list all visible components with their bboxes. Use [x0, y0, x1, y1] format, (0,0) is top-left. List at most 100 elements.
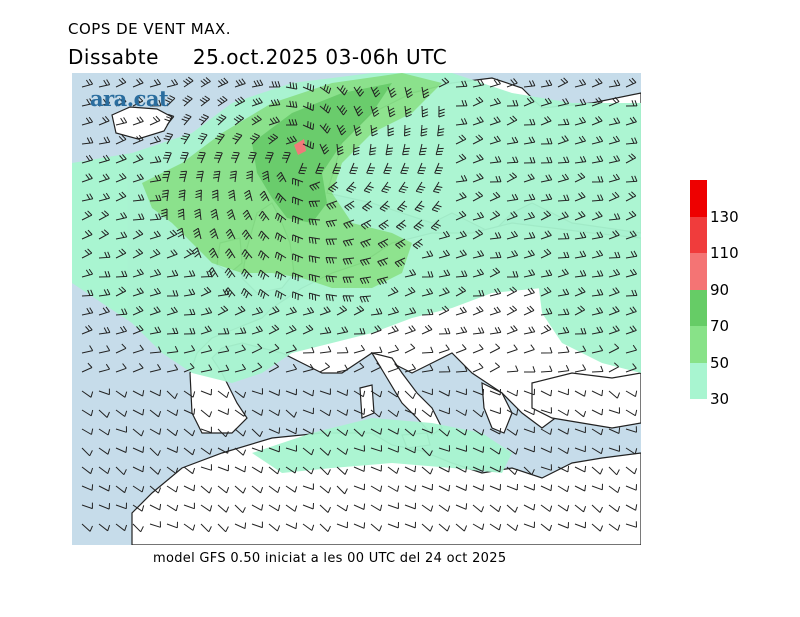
wind-barb — [308, 292, 321, 301]
wind-barb — [319, 485, 332, 494]
wind-barb — [81, 268, 94, 278]
wind-barb — [349, 162, 359, 175]
wind-barb — [557, 308, 570, 316]
wind-barb — [489, 362, 501, 373]
wind-barb — [404, 521, 416, 529]
wind-barb — [98, 154, 111, 164]
wind-barb — [557, 194, 570, 202]
wind-barb — [591, 97, 603, 107]
wind-barb — [132, 78, 144, 88]
wind-barb — [149, 78, 162, 88]
wind-barb — [166, 504, 179, 512]
wind-barb — [132, 287, 144, 297]
wind-barb — [506, 365, 519, 373]
wind-barb — [183, 270, 196, 278]
wind-barb — [258, 230, 270, 241]
wind-barb — [319, 447, 331, 456]
wind-barb — [489, 523, 502, 531]
wind-barb — [161, 189, 169, 202]
wind-barb — [377, 257, 389, 267]
wind-barb — [370, 428, 383, 435]
wind-barb — [234, 409, 247, 417]
wind-barb — [432, 181, 443, 194]
wind-barb — [200, 447, 213, 455]
wind-barb — [319, 346, 332, 354]
wind-barb — [183, 523, 196, 531]
wind-barb — [224, 287, 236, 298]
wind-barb — [370, 523, 383, 532]
wind-barb — [242, 209, 253, 221]
wind-barb — [625, 153, 637, 164]
wind-barb — [166, 79, 179, 88]
wind-barb — [217, 327, 230, 335]
wind-barb — [217, 77, 229, 88]
wind-barb — [359, 276, 372, 285]
wind-barb — [241, 229, 253, 240]
wind-barb — [251, 466, 264, 474]
wind-barb — [247, 151, 257, 164]
wind-barb — [132, 324, 144, 335]
wind-barb — [81, 428, 94, 435]
wind-barb — [115, 96, 127, 107]
wind-barb — [472, 134, 484, 145]
wind-barb — [98, 345, 111, 354]
wind-barb — [370, 362, 382, 373]
wind-barb — [506, 230, 519, 240]
wind-barb — [574, 135, 587, 145]
wind-barb — [215, 132, 225, 145]
wind-barb — [81, 210, 93, 221]
wind-barb — [625, 363, 637, 373]
wind-barb — [268, 116, 280, 126]
wind-barb — [557, 485, 570, 493]
wind-barb — [217, 95, 228, 107]
wind-barb — [431, 200, 442, 213]
wind-barb — [257, 269, 270, 280]
wind-barb — [200, 426, 212, 434]
wind-barb — [591, 194, 604, 202]
wind-barb — [608, 287, 620, 297]
wind-barb — [166, 306, 178, 316]
wind-barb — [625, 250, 638, 259]
wind-barb — [376, 276, 389, 285]
wind-barb — [370, 307, 383, 316]
wind-barb — [540, 464, 552, 471]
wind-barb — [115, 446, 128, 453]
wind-barb — [523, 504, 536, 511]
wind-barb — [319, 388, 331, 395]
wind-barb — [625, 426, 637, 433]
wind-barb — [353, 124, 362, 137]
wind-barb — [302, 523, 315, 531]
wind-barb — [472, 173, 484, 183]
wind-barb — [149, 466, 161, 475]
wind-barb — [132, 96, 144, 107]
wind-barb — [241, 288, 253, 299]
wind-barb — [404, 502, 416, 510]
wind-barb — [98, 409, 110, 418]
wind-barb — [540, 389, 553, 397]
wind-barb — [274, 251, 287, 262]
wind-barb — [489, 447, 502, 455]
wind-barb — [115, 134, 127, 145]
wind-barb — [132, 116, 144, 126]
wind-barb — [387, 344, 400, 354]
wind-barb — [132, 446, 145, 453]
wind-barb — [421, 308, 434, 316]
wind-barb — [292, 272, 304, 282]
wind-barb — [506, 172, 518, 183]
wind-barb — [132, 173, 144, 183]
wind-barb — [336, 85, 348, 96]
wind-barb — [81, 447, 93, 457]
wind-barb — [472, 305, 484, 316]
wind-barb — [353, 428, 365, 437]
wind-barb — [302, 121, 315, 130]
wind-barb — [455, 134, 467, 145]
wind-barb — [336, 389, 349, 397]
wind-barb — [404, 363, 417, 373]
wind-barb — [625, 230, 637, 240]
wind-barb — [591, 211, 603, 221]
wind-barb — [183, 308, 196, 316]
wind-barb — [149, 155, 162, 164]
wind-barb — [574, 155, 587, 164]
wind-barb — [370, 390, 383, 398]
wind-barb — [523, 426, 535, 434]
